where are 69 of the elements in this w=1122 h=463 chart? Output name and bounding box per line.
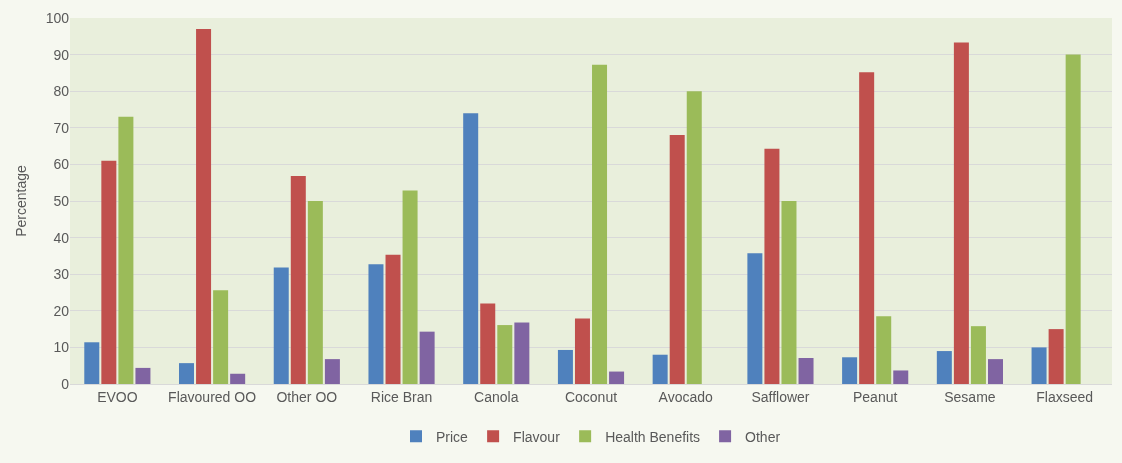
bar	[213, 290, 229, 384]
bar	[893, 370, 909, 384]
x-tick-label: Peanut	[852, 388, 898, 405]
x-tick-label: EVOO	[97, 388, 138, 405]
bar	[798, 358, 814, 384]
x-tick-label: Avocado	[658, 388, 714, 405]
bar	[936, 351, 952, 384]
bar	[592, 64, 608, 384]
x-tick-label: Flavoured OO	[168, 388, 257, 405]
bar	[101, 160, 117, 384]
bar	[135, 367, 151, 384]
x-tick-label: Canola	[474, 388, 519, 405]
bar	[84, 342, 100, 384]
y-tick-label: 50	[53, 192, 70, 209]
y-tick-label: 30	[53, 266, 70, 283]
y-tick-label: 10	[53, 339, 70, 356]
bar	[686, 91, 702, 384]
bar	[970, 326, 986, 384]
y-tick-label: 40	[53, 229, 70, 246]
bar	[1031, 347, 1047, 384]
bar	[419, 331, 435, 384]
bar	[497, 325, 513, 384]
bar	[514, 322, 530, 384]
y-tick-label: 60	[53, 156, 70, 173]
bar	[118, 116, 134, 384]
bar	[557, 349, 573, 384]
x-tick-label: Rice Bran	[370, 388, 433, 405]
y-tick-label: 80	[53, 83, 70, 100]
y-tick-label: 20	[53, 302, 70, 319]
bar	[179, 363, 195, 384]
bar	[574, 318, 590, 384]
y-axis-title: Percentage	[13, 164, 30, 237]
bar	[652, 354, 668, 384]
bar	[480, 303, 496, 384]
legend-label: Price	[436, 428, 469, 445]
bar	[1065, 54, 1081, 384]
x-tick-label: Coconut	[564, 388, 618, 405]
bar	[324, 359, 340, 384]
y-tick-label: 90	[53, 46, 70, 63]
bar	[273, 267, 289, 384]
bar	[196, 28, 212, 384]
legend-label: Flavour	[513, 428, 561, 445]
bar	[463, 113, 479, 384]
legend-label: Health Benefits	[605, 428, 701, 445]
bar	[230, 373, 246, 384]
bar	[368, 264, 384, 384]
bar	[1048, 329, 1064, 384]
bar	[987, 359, 1003, 384]
y-tick-label: 100	[45, 9, 70, 26]
bar	[669, 135, 685, 384]
bar	[953, 42, 969, 384]
bar	[842, 357, 858, 384]
legend-label: Other	[745, 428, 781, 445]
x-tick-label: Flaxseed	[1036, 388, 1094, 405]
y-tick-label: 0	[61, 375, 70, 392]
y-tick-label: 70	[53, 119, 70, 136]
bar	[307, 201, 323, 384]
bar	[402, 190, 418, 384]
x-tick-label: Other OO	[276, 388, 338, 405]
bar	[290, 176, 306, 384]
bar	[385, 254, 401, 384]
bar	[609, 371, 625, 384]
bar	[781, 201, 797, 384]
bar	[764, 148, 780, 384]
bar	[747, 253, 763, 384]
bar	[876, 316, 892, 384]
bar	[859, 72, 875, 384]
x-tick-label: Safflower	[751, 388, 810, 405]
x-tick-label: Sesame	[944, 388, 996, 405]
